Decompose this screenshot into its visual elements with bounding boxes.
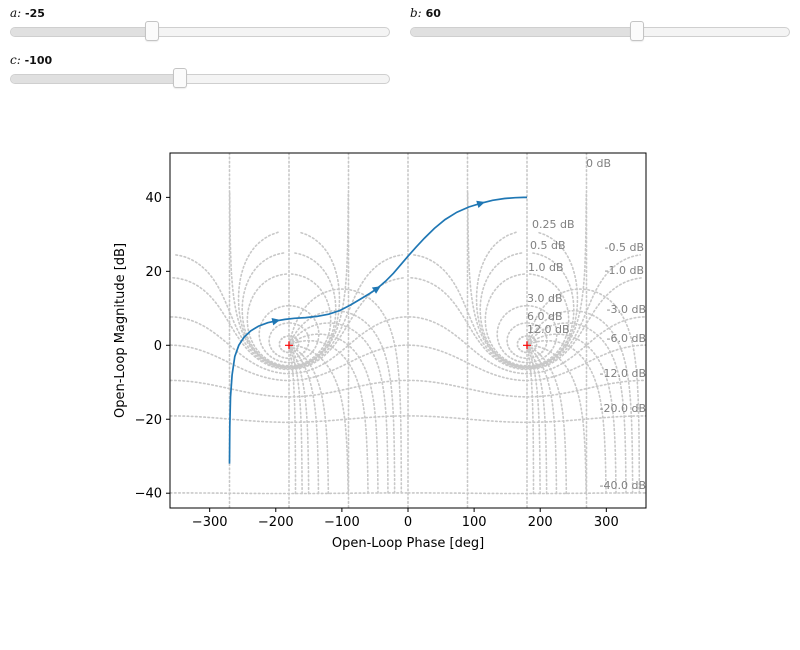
grid-n-contour (288, 339, 369, 494)
contour-label: -3.0 dB (607, 303, 647, 316)
grid-n-contour (526, 344, 541, 495)
x-tick-label: 200 (528, 515, 553, 530)
slider-b-value: 60 (425, 7, 441, 20)
direction-arrow (371, 286, 381, 294)
grid-n-contour (526, 344, 587, 494)
y-tick-label: 0 (154, 339, 162, 354)
slider-a-handle[interactable] (144, 21, 159, 41)
x-tick-label: 100 (462, 515, 487, 530)
grid-n-contour (288, 344, 297, 495)
contour-label: -6.0 dB (607, 332, 647, 345)
nichols-grid (170, 153, 646, 508)
direction-arrow (476, 200, 485, 208)
grid-n-contour (526, 344, 568, 495)
grid-n-contour (288, 288, 403, 494)
critical-point-marker (523, 341, 531, 350)
slider-c-value: -100 (24, 54, 53, 67)
slider-a-label: a: -25 (10, 6, 45, 20)
y-axis-label: Open-Loop Magnitude [dB] (113, 243, 128, 418)
grid-n-contour (288, 322, 389, 494)
data-series-line (228, 196, 527, 464)
contour-label: -0.5 dB (605, 241, 645, 254)
x-tick-label: 300 (594, 515, 619, 530)
x-tick-label: 0 (404, 515, 412, 530)
grid-n-contour (526, 322, 627, 494)
grid-n-contour (288, 344, 303, 495)
grid-m-contour (268, 322, 310, 360)
grid-n-contour (526, 310, 634, 494)
x-axis-label: Open-Loop Phase [deg] (332, 536, 484, 551)
y-tick-label: 40 (145, 191, 162, 206)
grid-n-contour (288, 333, 379, 494)
grid-n-contour (288, 344, 320, 495)
grid-n-contour (526, 344, 535, 495)
contour-label: 0.25 dB (532, 218, 575, 231)
grid-n-contour (526, 333, 617, 494)
grid-n-contour (526, 288, 641, 494)
contour-label: 0 dB (586, 157, 611, 170)
slider-a[interactable]: a: -25 (10, 6, 390, 50)
contour-label: -40.0 dB (600, 479, 647, 492)
x-tick-label: −200 (258, 515, 294, 530)
contour-label: 3.0 dB (527, 292, 563, 305)
slider-c-label: c: -100 (10, 53, 53, 67)
x-tick-label: −100 (324, 515, 360, 530)
slider-b-track[interactable] (410, 27, 790, 37)
grid-n-contour (288, 344, 349, 494)
grid-n-contour (526, 344, 548, 495)
slider-c[interactable]: c: -100 (10, 53, 390, 97)
contour-label: 1.0 dB (528, 261, 564, 274)
contour-label: -20.0 dB (600, 402, 647, 415)
slider-a-track[interactable] (10, 27, 390, 37)
slider-b-handle[interactable] (629, 21, 644, 41)
slider-b-label: b: 60 (410, 6, 441, 20)
grid-n-contour (288, 344, 330, 495)
grid-m-contour (506, 322, 548, 360)
slider-c-track[interactable] (10, 74, 390, 84)
slider-b[interactable]: b: 60 (410, 6, 790, 50)
contour-labels: 0 dB 0.25 dB 0.5 dB 1.0 dB 3.0 dB 6.0 dB12.0 … (527, 157, 646, 492)
grid-n-contour (526, 344, 558, 495)
data-layer (228, 196, 531, 464)
direction-arrow (271, 317, 281, 326)
x-tick-label: −300 (192, 515, 228, 530)
y-tick-label: −20 (135, 413, 162, 428)
grid-n-contour (526, 339, 607, 494)
contour-label: 0.5 dB (530, 239, 566, 252)
grid-n-contour (288, 344, 310, 495)
y-tick-label: −40 (135, 487, 162, 502)
contour-label: -12.0 dB (600, 367, 647, 380)
contour-label: 6.0 dB (527, 310, 563, 323)
contour-label: 12.0 dB (527, 323, 570, 336)
contour-label: -1.0 dB (605, 264, 645, 277)
slider-a-value: -25 (25, 7, 45, 20)
grid-n-contour (288, 310, 396, 494)
slider-c-handle[interactable] (173, 68, 188, 88)
y-tick-label: 20 (145, 265, 162, 280)
critical-point-marker (285, 341, 293, 350)
